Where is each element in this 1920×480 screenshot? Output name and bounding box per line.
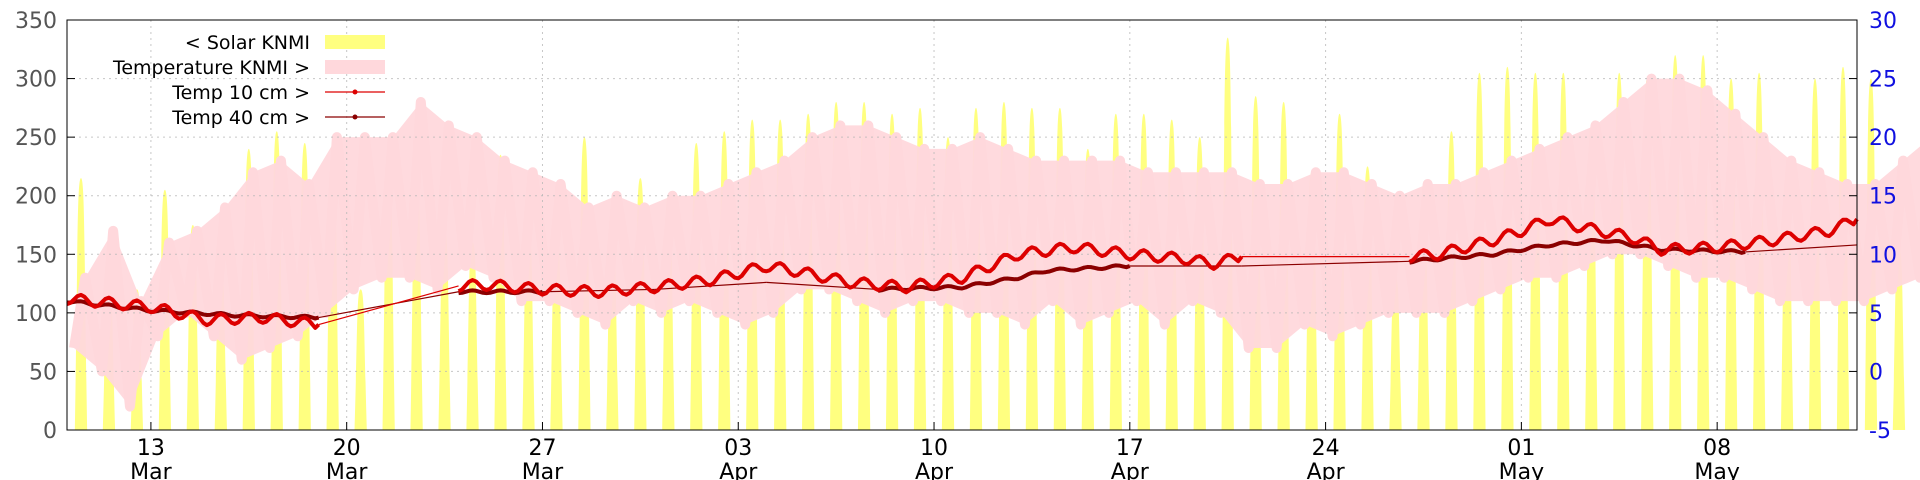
legend: < Solar KNMI Temperature KNMI > Temp 10 cm…: [112, 32, 385, 129]
x-tick-month-label: Mar: [130, 460, 172, 480]
soil-temperature-series: [66, 215, 1859, 330]
left-tick-label: 150: [15, 243, 57, 268]
solar-day-area: [1892, 248, 1906, 430]
x-tick-month-label: Mar: [522, 460, 564, 480]
x-tick-month-label: Mar: [326, 460, 368, 480]
right-tick-label: 0: [1869, 360, 1883, 385]
right-tick-label: 20: [1869, 126, 1897, 151]
temp-10cm-gap-connector: [318, 285, 459, 326]
legend-label: < Solar KNMI: [185, 32, 310, 54]
right-tick-label: -5: [1869, 419, 1891, 444]
x-tick-day-label: 17: [1116, 436, 1144, 461]
x-tick-day-label: 24: [1312, 436, 1340, 461]
left-tick-label: 200: [15, 185, 57, 210]
legend-swatch: [325, 60, 385, 74]
right-tick-label: 25: [1869, 68, 1897, 93]
x-tick-day-label: 13: [137, 436, 165, 461]
x-tick-day-label: 27: [528, 436, 556, 461]
x-tick-month-label: May: [1694, 460, 1739, 480]
x-tick-day-label: 20: [333, 436, 361, 461]
right-tick-label: 30: [1869, 9, 1897, 34]
left-tick-label: 300: [15, 68, 57, 93]
temperature-daily-cycle: [69, 73, 1920, 412]
temp-40cm-line: [877, 263, 1131, 293]
left-tick-label: 50: [29, 360, 57, 385]
left-tick-label: 0: [43, 419, 57, 444]
x-tick-month-label: Apr: [1307, 460, 1346, 480]
temp-10cm-line: [66, 292, 321, 330]
temp-10cm-line: [457, 241, 1244, 300]
temp-40cm-gap-connector: [542, 288, 655, 293]
legend-label: Temp 40 cm >: [171, 107, 310, 129]
temp-10cm-line: [1408, 215, 1859, 264]
right-tick-label: 10: [1869, 243, 1897, 268]
x-tick-month-label: Apr: [915, 460, 954, 480]
left-tick-label: 250: [15, 126, 57, 151]
temperature-series: [69, 73, 1920, 412]
legend-marker: [352, 114, 358, 120]
left-tick-label: 100: [15, 302, 57, 327]
temp-40cm-gap-connector: [766, 281, 879, 291]
temp-40cm-gap-connector: [1241, 260, 1410, 267]
axes: 050100150200250300350-505101520253013Mar…: [15, 9, 1897, 480]
x-tick-month-label: Apr: [719, 460, 758, 480]
x-tick-month-label: Apr: [1111, 460, 1150, 480]
legend-label: Temperature KNMI >: [112, 57, 310, 79]
plot-frame: [66, 19, 1858, 431]
x-tick-month-label: May: [1499, 460, 1544, 480]
legend-marker: [352, 89, 358, 95]
temp-40cm-gap-connector: [1745, 244, 1858, 253]
legend-label: Temp 10 cm >: [171, 82, 310, 104]
x-tick-day-label: 10: [920, 436, 948, 461]
right-tick-label: 5: [1869, 302, 1883, 327]
solar-day-area: [354, 289, 367, 430]
left-tick-label: 350: [15, 9, 57, 34]
x-tick-day-label: 08: [1703, 436, 1731, 461]
x-tick-day-label: 01: [1507, 436, 1535, 461]
grid: [67, 20, 1857, 430]
x-tick-day-label: 03: [724, 436, 752, 461]
temp-40cm-line: [458, 288, 544, 296]
right-tick-label: 15: [1869, 185, 1897, 210]
legend-swatch: [325, 35, 385, 49]
